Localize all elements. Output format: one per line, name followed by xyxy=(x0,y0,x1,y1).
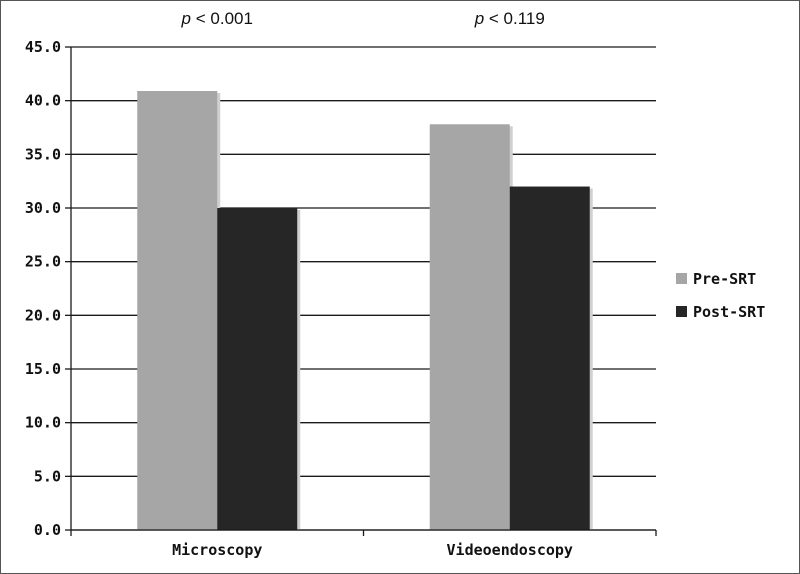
axes xyxy=(65,46,657,536)
p-value-text: < 0.119 xyxy=(484,9,545,28)
p-symbol: p xyxy=(474,9,484,28)
legend-swatch xyxy=(676,273,687,284)
legend-label: Post-SRT xyxy=(693,303,765,321)
y-tick-label: 10.0 xyxy=(25,414,61,432)
y-tick-label: 40.0 xyxy=(25,92,61,110)
bars xyxy=(137,91,593,531)
x-category-labels: Microscopy Videoendoscopy xyxy=(172,541,573,559)
legend-swatch xyxy=(676,306,687,317)
bar-post-srt-microscopy xyxy=(217,208,298,530)
annotations: p < 0.001 p < 0.119 xyxy=(181,9,545,28)
y-tick-label: 5.0 xyxy=(34,467,61,485)
y-tick-label: 30.0 xyxy=(25,199,61,217)
y-tick-label: 20.0 xyxy=(25,306,61,324)
y-tick-label: 15.0 xyxy=(25,360,61,378)
p-value-text: < 0.001 xyxy=(191,9,253,28)
bar-post-srt-videoendoscopy xyxy=(509,186,590,531)
p-value-annotation: p < 0.119 xyxy=(474,9,545,28)
y-tick-labels: 0.0 5.0 10.0 15.0 20.0 25.0 30.0 35.0 40.0 45.0 xyxy=(25,38,61,539)
y-tick-label: 0.0 xyxy=(34,521,61,539)
bar-pre-srt-videoendoscopy xyxy=(429,124,510,530)
y-tick-label: 25.0 xyxy=(25,253,61,271)
x-category-label: Microscopy xyxy=(172,541,262,559)
p-value-annotation: p < 0.001 xyxy=(181,9,253,28)
bar-pre-srt-microscopy xyxy=(137,91,218,531)
legend-label: Pre-SRT xyxy=(693,270,756,288)
legend: Pre-SRT Post-SRT xyxy=(676,270,765,321)
x-category-label: Videoendoscopy xyxy=(447,541,573,559)
y-tick-label: 35.0 xyxy=(25,145,61,163)
p-symbol: p xyxy=(181,9,191,28)
y-tick-label: 45.0 xyxy=(25,38,61,56)
